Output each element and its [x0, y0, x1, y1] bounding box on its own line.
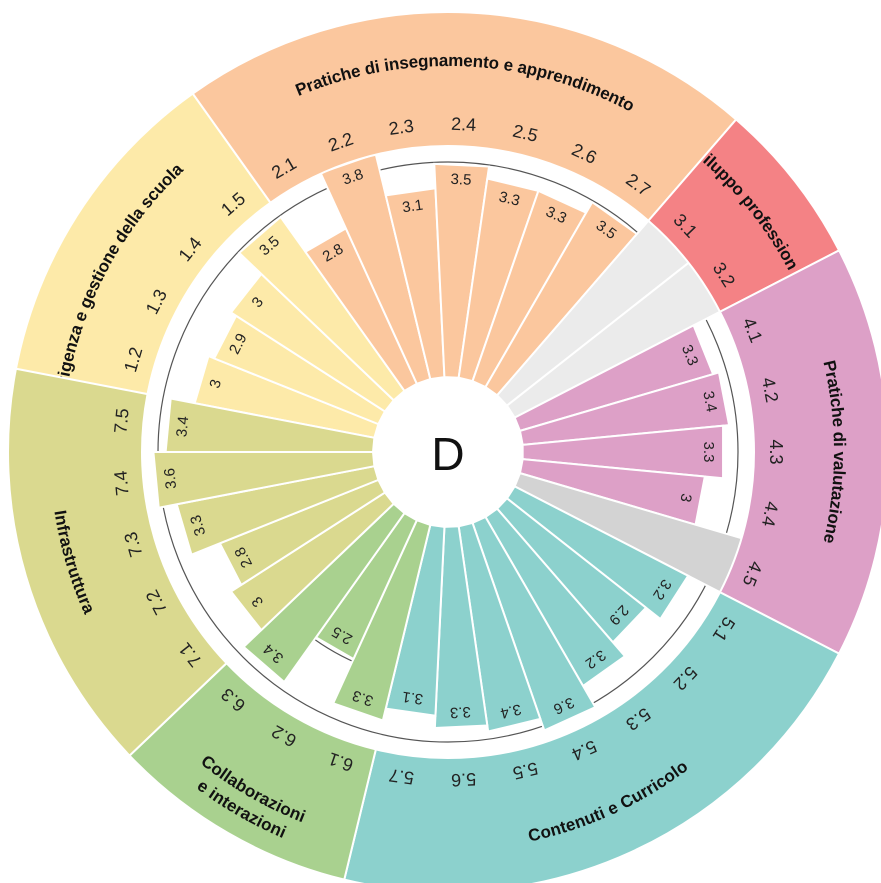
value-label-7.3: 3.3	[187, 513, 209, 538]
item-code-5.7: 5.7	[388, 765, 416, 788]
value-label-4.4: 3	[676, 492, 694, 503]
value-label-4.1: 3.3	[678, 342, 702, 368]
item-code-2.3: 2.3	[388, 116, 416, 139]
item-code-7.4: 7.4	[110, 470, 132, 497]
value-label-5.7: 3.1	[401, 688, 424, 708]
item-code-2.4: 2.4	[451, 114, 477, 135]
bars-group: 2.732.933.52.83.83.13.53.33.33.53.33.43.…	[152, 152, 765, 733]
value-label-2.2: 3.8	[340, 166, 365, 189]
item-code-7.5: 7.5	[110, 407, 132, 434]
ring-segment-infrastruttura	[7, 367, 228, 758]
item-code-4.2: 4.2	[758, 376, 782, 404]
value-label-2.4: 3.5	[450, 171, 472, 189]
item-code-4.3: 4.3	[766, 439, 786, 464]
value-label-7.5: 3.4	[173, 415, 192, 437]
value-label-5.5: 3.4	[499, 700, 523, 721]
value-label-7.4: 3.6	[161, 467, 180, 489]
ring-segment-contenuti-e-curricolo	[343, 590, 841, 883]
item-code-4.4: 4.4	[758, 500, 782, 528]
item-code-5.6: 5.6	[451, 769, 477, 790]
center-hole	[373, 377, 523, 527]
value-label-6.1: 3.3	[350, 687, 375, 710]
value-label-2.3: 3.1	[401, 197, 424, 217]
value-label-5.6: 3.3	[450, 703, 472, 721]
value-label-4.2: 3.4	[699, 390, 720, 414]
ring-segment-pratiche-di-insegnamento-e-apprendimento	[191, 11, 738, 223]
value-label-4.3: 3.3	[700, 442, 717, 463]
ring-segment-pratiche-di-valutazione	[718, 249, 881, 655]
value-label-2.5: 3.3	[497, 188, 521, 209]
center-label: D	[431, 428, 464, 480]
